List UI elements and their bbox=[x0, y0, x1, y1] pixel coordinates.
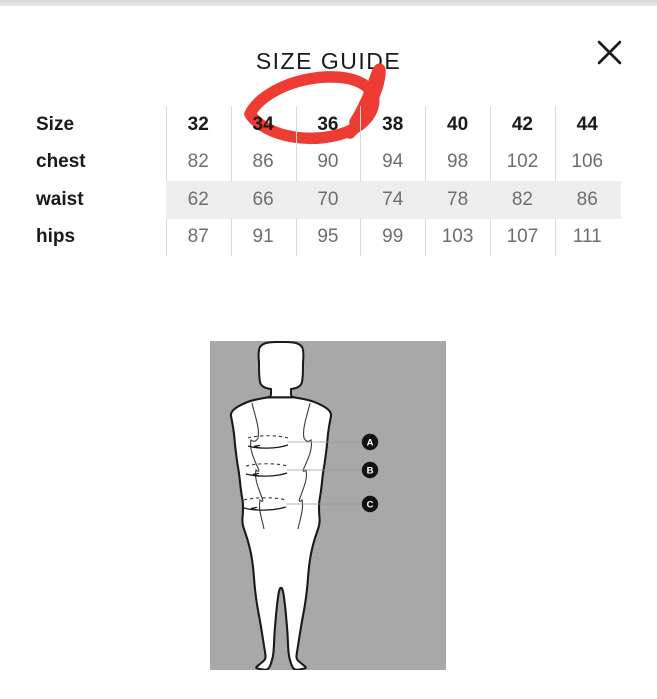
svg-text:A: A bbox=[367, 438, 374, 449]
svg-text:C: C bbox=[367, 500, 374, 511]
svg-text:B: B bbox=[367, 466, 374, 477]
